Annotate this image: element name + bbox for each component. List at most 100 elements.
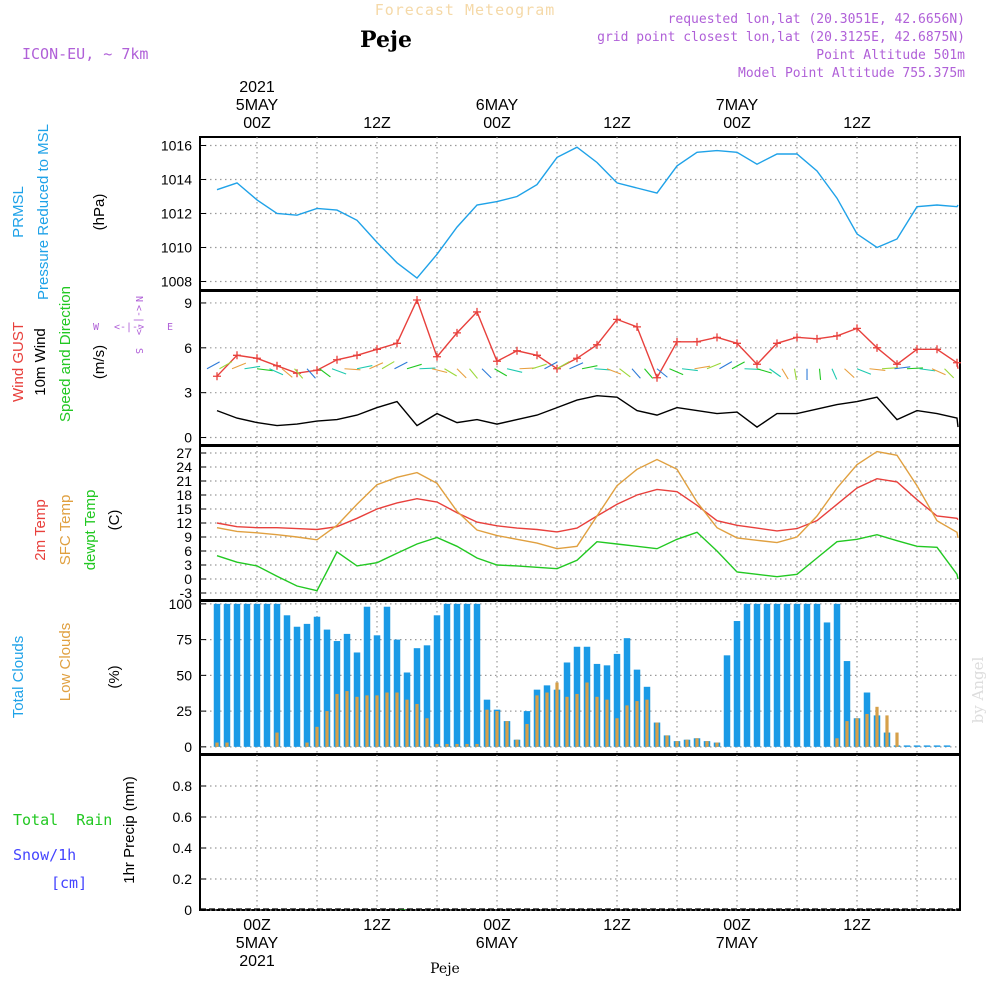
wind-barb [594,368,611,371]
wind-barb [669,368,684,376]
bottom-axis-label: 12Z [603,917,631,934]
precipitation-ytick-label: 0.8 [173,778,193,794]
wind-barb [544,361,558,370]
top-axis-label: 00Z [243,115,271,132]
temperature-ytick-label: 21 [176,473,192,489]
total-cloud-bar [743,603,751,747]
low-cloud-bar [325,711,329,747]
total-cloud-bar [913,745,921,747]
low-cloud-bar [835,738,839,747]
wind-barb [306,368,316,379]
series-wind-gust [216,298,959,380]
wind-barb [631,368,641,379]
gust-marker [933,345,941,354]
low-cloud-bar [445,743,449,747]
watermark: by Angel [969,656,987,723]
precipitation-ytick-label: 0.6 [173,809,193,825]
series-2m-temp [216,477,959,533]
low-cloud-bar [715,742,719,747]
total-cloud-bar [753,603,761,747]
compass-west: W [93,322,100,333]
series-prmsl [216,146,959,280]
wind-barb [369,362,384,370]
gust-marker [433,352,441,361]
pressure-label-1: PRMSL [10,186,27,238]
clouds-ytick-label: 25 [176,703,192,719]
temperature-panel-labels: 2m Temp SFC Temp dewpt Temp (C) [32,490,123,571]
wind-barb [494,368,508,377]
total-cloud-bar [343,633,351,747]
wind-panel-labels: Wind GUST 10m Wind Speed and Direction (… [10,286,173,422]
total-cloud-bar [223,603,231,747]
compass-north: N [133,296,144,302]
pressure-panel-labels: PRMSL Pressure Reduced to MSL (hPa) [10,124,108,300]
gust-marker [753,360,761,369]
wind-barb [431,368,448,374]
footer-location: Peje [430,961,460,977]
low-cloud-bar [305,742,309,747]
bottom-axis-label: 5MAY [236,935,279,952]
wind-barb [556,361,570,370]
low-cloud-bar [515,739,519,747]
wind-barb [769,368,782,378]
total-cloud-bar [473,603,481,747]
total-cloud-bar [253,603,261,747]
low-cloud-bar [655,722,659,747]
gust-marker [493,357,501,366]
wind-barb [481,368,492,379]
total-clouds-label: Total Clouds [10,636,27,719]
wind-ytick-label: 6 [184,340,192,356]
wind-barb [531,363,547,370]
wind-unit: (m/s) [91,345,108,379]
wind-ytick-label: 3 [184,385,192,401]
total-cloud-bar [943,745,951,747]
total-cloud-bar [413,648,421,747]
wind-barb [944,368,955,379]
low-cloud-bar [635,701,639,747]
wind-ytick-label: 0 [184,430,192,446]
total-cloud-bar [463,603,471,747]
low-cloud-bar [605,699,609,747]
total-cloud-bar [303,623,311,747]
total-cloud-bar [293,626,301,747]
low-cloud-bar [375,695,379,747]
precipitation-ytick-label: 0.2 [173,871,193,887]
wind-barb [881,367,898,370]
wind-panel: 0 3 6 9 [184,290,961,446]
low-cloud-bar [485,709,489,747]
wind-barb [394,361,408,370]
wind-barb [869,368,886,372]
gust-marker [673,337,681,346]
wind-direction-label: Speed and Direction [57,286,74,422]
wind-barb [406,363,422,370]
wind-barb [844,368,855,379]
bottom-axis-label: 12Z [363,917,391,934]
clouds-ytick-label: 75 [176,632,192,648]
total-cloud-bar [793,603,801,747]
low-cloud-bar [875,706,879,747]
gust-marker [553,364,561,373]
low-cloud-bar [345,691,349,747]
wind-barb [706,362,722,370]
wind-barb [818,368,822,380]
top-axis-label: 00Z [723,115,751,132]
low-cloud-bar [615,718,619,747]
compass-rose: W E <-|-> N <-|-> S [93,296,173,354]
wind-barb [793,368,797,380]
snow-unit-label: [cm] [51,874,87,892]
wind-barb [681,368,698,372]
point-altitude: Point Altitude 501m [816,48,965,63]
temperature-ytick-label: 15 [176,501,192,517]
gust-marker [413,295,421,304]
low-cloud-bar [575,693,579,747]
total-cloud-bar [383,606,391,747]
low-cloud-bar [625,705,629,747]
gust-marker [913,345,921,354]
top-axis-label: 12Z [363,115,391,132]
temperature-ytick-label: 18 [176,487,192,503]
gust-marker [513,346,521,355]
pressure-ytick-label: 1014 [161,172,192,188]
precipitation-ytick-label: 0 [184,902,192,918]
pressure-panel: 1008 1010 1012 1014 1016 [161,136,961,291]
wind-barb [269,368,284,376]
